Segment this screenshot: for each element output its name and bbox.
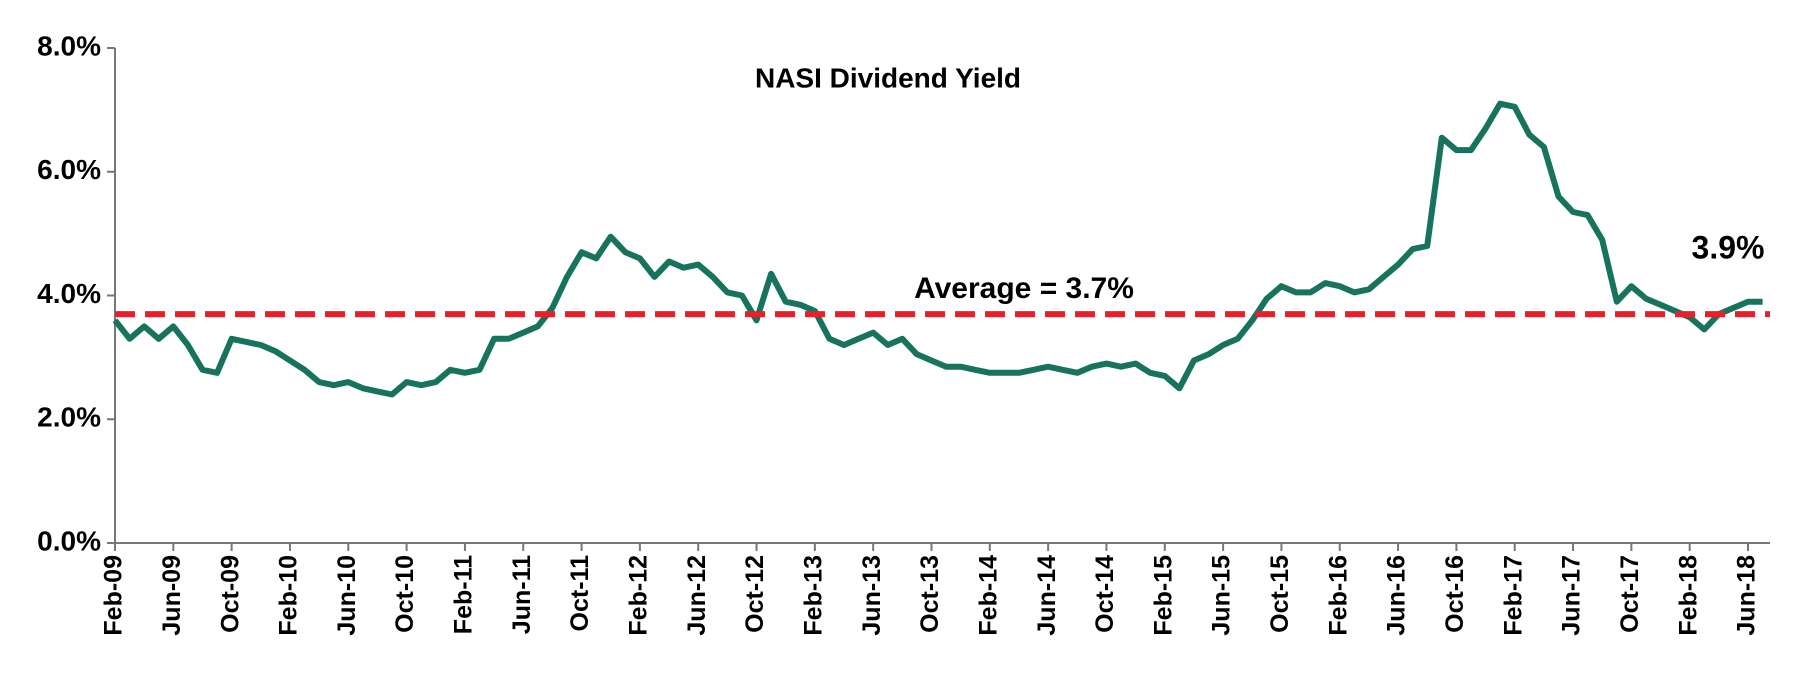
x-tick-label: Feb-11 xyxy=(450,555,478,634)
x-tick-label: Jun-18 xyxy=(1733,555,1761,636)
x-tick-label: Oct-16 xyxy=(1441,555,1469,633)
x-tick-label: Oct-09 xyxy=(216,555,244,633)
y-tick-label: 8.0% xyxy=(37,30,101,61)
x-tick-label: Feb-13 xyxy=(799,555,827,636)
x-tick-label: Feb-17 xyxy=(1499,555,1527,636)
x-tick-label: Jun-16 xyxy=(1383,555,1411,636)
last-value-label: 3.9% xyxy=(1692,229,1765,265)
x-tick-label: Feb-18 xyxy=(1674,555,1702,636)
x-tick-label: Oct-14 xyxy=(1091,555,1119,633)
x-tick-label: Feb-12 xyxy=(625,555,653,636)
y-tick-label: 2.0% xyxy=(37,402,101,433)
x-tick-label: Feb-14 xyxy=(974,555,1002,636)
chart-title: NASI Dividend Yield xyxy=(755,62,1021,93)
x-tick-label: Oct-12 xyxy=(741,555,769,633)
x-tick-label: Feb-16 xyxy=(1324,555,1352,636)
x-tick-label: Oct-10 xyxy=(391,555,419,633)
x-tick-label: Oct-11 xyxy=(566,555,594,632)
y-tick-label: 0.0% xyxy=(37,525,101,556)
x-tick-label: Oct-17 xyxy=(1616,555,1644,633)
y-tick-label: 6.0% xyxy=(37,154,101,185)
y-tick-label: 4.0% xyxy=(37,278,101,309)
x-tick-label: Jun-17 xyxy=(1558,555,1586,636)
x-tick-label: Jun-15 xyxy=(1208,555,1236,636)
x-tick-label: Feb-09 xyxy=(100,555,128,636)
x-tick-label: Jun-12 xyxy=(683,555,711,636)
x-tick-label: Jun-09 xyxy=(158,555,186,636)
x-tick-label: Feb-15 xyxy=(1149,555,1177,636)
x-tick-label: Jun-14 xyxy=(1033,555,1061,636)
average-label: Average = 3.7% xyxy=(914,272,1134,305)
x-tick-label: Oct-15 xyxy=(1266,555,1294,633)
series-line xyxy=(112,100,1763,398)
x-tick-label: Jun-10 xyxy=(333,555,361,636)
x-tick-label: Oct-13 xyxy=(916,555,944,633)
x-tick-label: Feb-10 xyxy=(275,555,303,636)
x-tick-label: Jun-11 xyxy=(508,555,536,634)
x-tick-label: Jun-13 xyxy=(858,555,886,636)
